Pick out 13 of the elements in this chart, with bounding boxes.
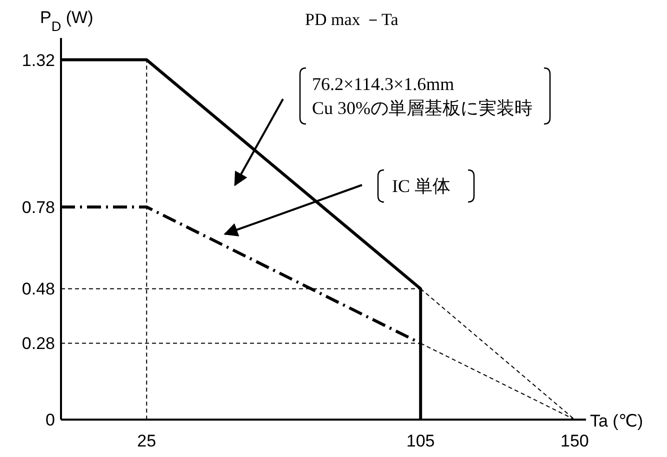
x-tick-label: 25 [137, 432, 156, 451]
x-tick-label: 150 [560, 432, 589, 451]
y-tick-label: 0.78 [22, 198, 55, 217]
annotation: IC 単体 [392, 176, 450, 196]
y-tick-label: 0.28 [22, 334, 55, 354]
annotation: 76.2×114.3×1.6mm Cu 30%の単層基板に実装時 [312, 74, 532, 118]
y-tick-label: 0 [46, 410, 55, 430]
x-axis-title: Ta (℃) [590, 412, 644, 431]
y-axis-title: P$_{D}$ (W) [40, 8, 94, 34]
chart-title: PD max －Ta [305, 10, 399, 29]
y-tick-label: 1.32 [22, 50, 55, 70]
x-tick-label: 105 [406, 432, 435, 451]
y-tick-label: 0.48 [22, 280, 55, 299]
